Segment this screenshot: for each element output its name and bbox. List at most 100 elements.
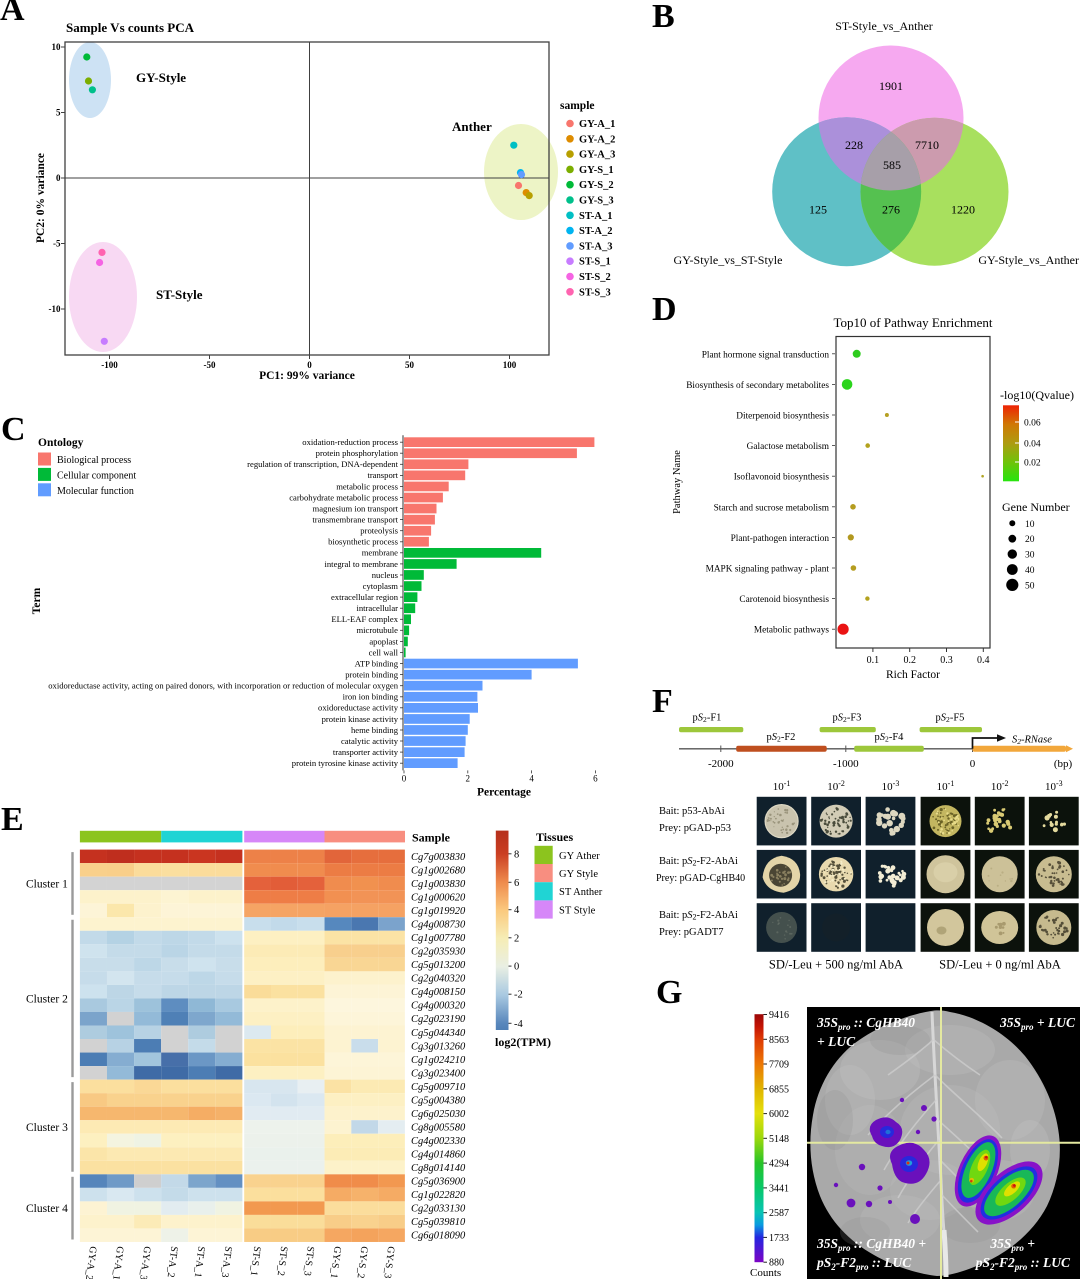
svg-text:Plant-pathogen interaction: Plant-pathogen interaction — [731, 534, 830, 544]
svg-text:Ontology: Ontology — [38, 437, 84, 449]
svg-text:GY Ather: GY Ather — [559, 851, 600, 862]
svg-text:GY-A_2: GY-A_2 — [579, 134, 615, 145]
svg-text:Cluster 4: Cluster 4 — [26, 1203, 68, 1215]
svg-text:0.1: 0.1 — [867, 655, 880, 666]
svg-text:GY-S_2: GY-S_2 — [579, 180, 614, 191]
svg-text:ST-Style: ST-Style — [156, 287, 203, 302]
svg-text:Cg7g003830: Cg7g003830 — [411, 852, 466, 863]
svg-text:transporter activity: transporter activity — [333, 747, 399, 757]
svg-text:-50: -50 — [204, 360, 216, 370]
svg-text:GY-Style_vs_ST-Style: GY-Style_vs_ST-Style — [674, 253, 783, 267]
svg-text:50: 50 — [405, 360, 415, 370]
svg-text:protein phosphorylation: protein phosphorylation — [316, 448, 399, 458]
svg-text:35Spro :: CgHB40: 35Spro :: CgHB40 — [816, 1015, 915, 1032]
svg-text:ST-A_1: ST-A_1 — [192, 1246, 207, 1278]
svg-text:10-2: 10-2 — [991, 779, 1009, 793]
svg-text:Starch and sucrose metabolism: Starch and sucrose metabolism — [714, 503, 830, 513]
svg-text:pS2-F5: pS2-F5 — [936, 713, 965, 725]
svg-text:1901: 1901 — [879, 79, 903, 93]
svg-text:Cg5g039810: Cg5g039810 — [411, 1217, 466, 1228]
svg-text:ST-S_2: ST-S_2 — [579, 272, 611, 283]
svg-text:ST Anther: ST Anther — [559, 887, 603, 898]
svg-text:-5: -5 — [53, 239, 61, 249]
svg-text:Carotenoid biosynthesis: Carotenoid biosynthesis — [739, 595, 829, 605]
svg-text:iron ion binding: iron ion binding — [343, 692, 399, 702]
svg-text:ST-S_1: ST-S_1 — [248, 1246, 263, 1277]
svg-text:protein kinase activity: protein kinase activity — [322, 714, 399, 724]
svg-text:protein binding: protein binding — [345, 670, 398, 680]
svg-text:protein tyrosine kinase activi: protein tyrosine kinase activity — [292, 758, 399, 768]
svg-text:proteolysis: proteolysis — [360, 526, 398, 536]
svg-text:50: 50 — [1025, 581, 1035, 591]
svg-text:20: 20 — [1025, 535, 1035, 545]
svg-text:0: 0 — [56, 173, 61, 183]
svg-text:0: 0 — [307, 360, 312, 370]
svg-text:GY-A_2: GY-A_2 — [83, 1246, 98, 1279]
svg-text:ST Style: ST Style — [559, 905, 596, 916]
svg-text:Prey: pGAD-CgHB40: Prey: pGAD-CgHB40 — [656, 873, 745, 884]
svg-text:880: 880 — [769, 1258, 784, 1269]
svg-text:228: 228 — [845, 138, 863, 152]
svg-text:Cg5g013200: Cg5g013200 — [411, 960, 466, 971]
svg-text:Cg2g035930: Cg2g035930 — [411, 947, 466, 958]
svg-text:Cg5g044340: Cg5g044340 — [411, 1028, 466, 1039]
svg-text:pS2-F2: pS2-F2 — [767, 732, 796, 744]
svg-text:Rich Factor: Rich Factor — [886, 669, 940, 681]
svg-text:10-1: 10-1 — [773, 779, 791, 793]
svg-text:Cg4g008730: Cg4g008730 — [411, 920, 466, 931]
svg-text:Cg8g005580: Cg8g005580 — [411, 1123, 466, 1134]
svg-text:4294: 4294 — [769, 1159, 789, 1170]
svg-text:2587: 2587 — [769, 1208, 789, 1219]
svg-text:Cg6g025030: Cg6g025030 — [411, 1109, 466, 1120]
svg-text:Cg3g023400: Cg3g023400 — [411, 1068, 466, 1079]
svg-text:0: 0 — [970, 758, 976, 770]
svg-text:-4: -4 — [514, 1019, 523, 1030]
svg-text:Prey: pGAD-p53: Prey: pGAD-p53 — [659, 823, 731, 834]
svg-text:4: 4 — [529, 773, 534, 783]
svg-text:6: 6 — [593, 773, 598, 783]
svg-text:GY-A_1: GY-A_1 — [579, 119, 615, 130]
svg-text:-100: -100 — [101, 360, 118, 370]
svg-text:10-3: 10-3 — [1045, 779, 1063, 793]
svg-text:Molecular function: Molecular function — [57, 486, 134, 497]
svg-text:4: 4 — [514, 905, 520, 916]
svg-text:Biological process: Biological process — [57, 455, 131, 466]
svg-text:Cg5g004380: Cg5g004380 — [411, 1095, 466, 1106]
svg-text:ST-S_3: ST-S_3 — [579, 287, 611, 298]
svg-text:SD/-Leu + 500 ng/ml AbA: SD/-Leu + 500 ng/ml AbA — [769, 958, 903, 972]
svg-text:1220: 1220 — [951, 203, 975, 217]
svg-text:GY Style: GY Style — [559, 869, 598, 880]
svg-text:extracellular region: extracellular region — [331, 592, 399, 602]
svg-text:ELL-EAF complex: ELL-EAF complex — [331, 614, 398, 624]
svg-text:heme binding: heme binding — [351, 725, 399, 735]
svg-text:oxidoreductase activity: oxidoreductase activity — [318, 703, 399, 713]
svg-text:ST-A_2: ST-A_2 — [579, 226, 612, 237]
svg-text:GY-A_3: GY-A_3 — [137, 1246, 152, 1279]
svg-text:2: 2 — [466, 773, 471, 783]
svg-text:Cg5g036900: Cg5g036900 — [411, 1177, 466, 1188]
svg-text:transmembrane transport: transmembrane transport — [312, 515, 398, 525]
svg-text:-10: -10 — [49, 304, 61, 314]
svg-text:10-3: 10-3 — [882, 779, 900, 793]
svg-text:GY-S_3: GY-S_3 — [579, 196, 614, 207]
svg-text:Bait: pS2-F2-AbAi: Bait: pS2-F2-AbAi — [659, 910, 738, 922]
svg-text:microtubule: microtubule — [356, 625, 398, 635]
svg-text:0.2: 0.2 — [903, 655, 916, 666]
svg-text:Anther: Anther — [452, 119, 492, 134]
svg-text:regulation of transcription, D: regulation of transcription, DNA-depende… — [247, 459, 398, 469]
svg-text:-1000: -1000 — [833, 758, 859, 770]
svg-text:0.04: 0.04 — [1024, 440, 1041, 450]
svg-text:Counts: Counts — [750, 1267, 781, 1279]
svg-text:10: 10 — [1025, 520, 1035, 530]
svg-text:sample: sample — [560, 100, 595, 112]
svg-text:Term: Term — [31, 587, 43, 614]
svg-text:Bait: p53-AbAi: Bait: p53-AbAi — [659, 806, 725, 817]
svg-text:Cluster 2: Cluster 2 — [26, 993, 68, 1005]
svg-text:Cg4g008150: Cg4g008150 — [411, 987, 466, 998]
svg-text:oxidoreductase activity, actin: oxidoreductase activity, acting on paire… — [48, 681, 398, 691]
svg-text:ST-S_2: ST-S_2 — [275, 1246, 290, 1277]
svg-text:10: 10 — [52, 42, 62, 52]
svg-text:ST-A_2: ST-A_2 — [165, 1246, 180, 1278]
svg-text:Cg1g002680: Cg1g002680 — [411, 865, 466, 876]
svg-text:Cellular component: Cellular component — [57, 470, 136, 481]
